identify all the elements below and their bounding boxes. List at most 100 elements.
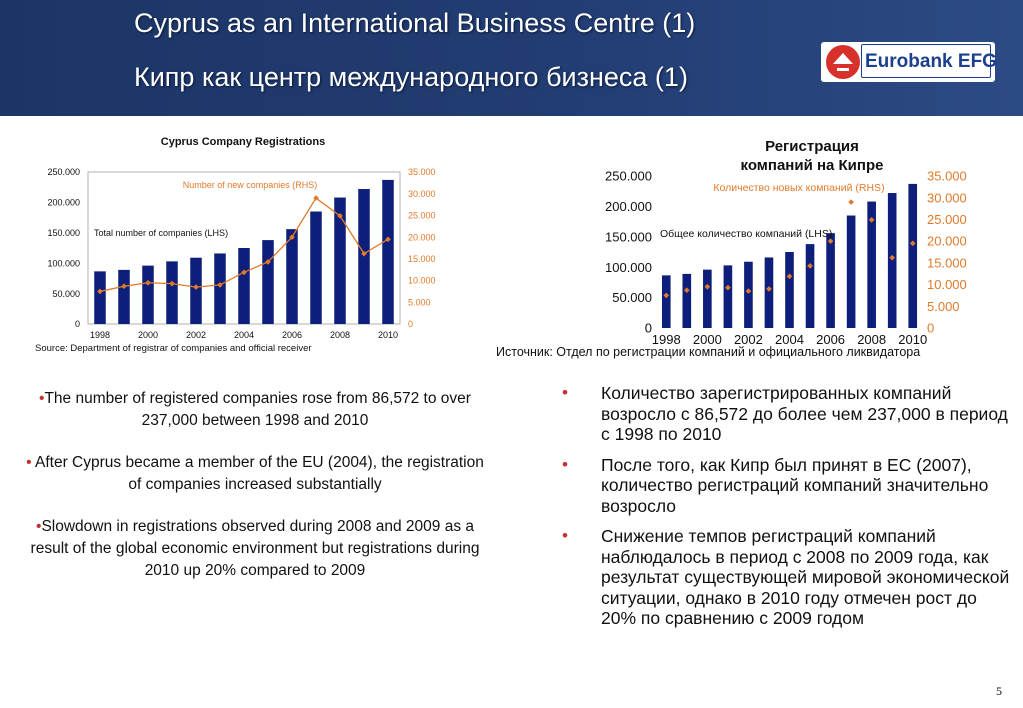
x-axis-tick-label: 2008 <box>330 330 350 340</box>
bar-total-companies <box>286 229 298 324</box>
left-axis-tick-label: 100.000 <box>47 258 80 268</box>
bullet-en-2: • After Cyprus became a member of the EU… <box>22 452 488 496</box>
left-axis-tick-label: 250.000 <box>47 167 80 177</box>
point-new-companies <box>848 199 854 205</box>
bar-total-companies <box>682 273 692 328</box>
right-axis-tick-label: 15.000 <box>408 254 436 264</box>
right-axis-tick-label: 10.000 <box>408 276 436 286</box>
bullet-en-3: •Slowdown in registrations observed duri… <box>22 516 488 582</box>
right-axis-tick-label: 5.000 <box>408 297 431 307</box>
x-axis-tick-label: 2002 <box>186 330 206 340</box>
left-axis-tick-label: 200.000 <box>605 199 652 214</box>
bullet-text: The number of registered companies rose … <box>44 390 471 429</box>
right-axis-tick-label: 20.000 <box>927 234 967 249</box>
right-axis-tick-label: 5.000 <box>927 299 960 314</box>
left-axis-tick-label: 100.000 <box>605 260 652 275</box>
x-axis-tick-label: 2000 <box>138 330 158 340</box>
x-axis-tick-label: 2004 <box>234 330 254 340</box>
x-axis-tick-label: 1998 <box>90 330 110 340</box>
point-new-companies <box>193 284 199 290</box>
chart-source-english: Source: Department of registrar of compa… <box>35 343 312 354</box>
right-axis-tick-label: 0 <box>927 321 934 336</box>
bar-total-companies <box>166 261 178 324</box>
point-new-companies <box>169 280 175 287</box>
right-axis-tick-label: 35.000 <box>927 169 967 184</box>
series-label-total-companies: Total number of companies (LHS) <box>94 228 228 238</box>
bullet-ru-3: • Снижение темпов регистраций компаний на… <box>562 526 1012 629</box>
title-russian: Кипр как центр международного бизнеса (1… <box>134 62 688 92</box>
title-english: Cyprus as an International Business Cent… <box>134 8 696 38</box>
bar-total-companies <box>826 233 835 328</box>
bullet-ru-2: • После того, как Кипр был принят в ЕС (… <box>562 455 1012 517</box>
bullet-text: Slowdown in registrations observed durin… <box>30 518 480 579</box>
right-axis-tick-label: 20.000 <box>408 232 436 242</box>
bar-total-companies <box>262 240 274 324</box>
left-axis-tick-label: 50.000 <box>612 290 652 305</box>
point-new-companies <box>265 259 271 265</box>
point-new-companies <box>385 236 391 243</box>
right-axis-tick-label: 25.000 <box>927 212 967 227</box>
series-label-new-companies: Количество новых компаний (RHS) <box>713 182 884 194</box>
chart-title: Cyprus Company Registrations <box>161 136 325 148</box>
bar-total-companies <box>805 244 815 328</box>
point-new-companies <box>807 263 813 269</box>
page-number: 5 <box>996 684 1002 698</box>
bullet-ru-1: • Количество зарегистрированных компаний … <box>562 383 1012 445</box>
bullets-english: •The number of registered companies rose… <box>22 388 488 602</box>
bar-total-companies <box>142 265 154 324</box>
bar-total-companies <box>190 257 202 324</box>
point-new-companies <box>683 287 690 294</box>
chart-russian-svg: Регистрация компаний на Кипре 0 50.000 100.0… <box>605 138 967 347</box>
left-axis-tick-label: 50.000 <box>52 289 80 299</box>
series-label-new-companies: Number of new companies (RHS) <box>183 180 318 190</box>
bar-total-companies <box>310 211 322 324</box>
right-axis-tick-label: 35.000 <box>408 167 436 177</box>
bar-total-companies <box>908 183 918 328</box>
chart-english-svg: Cyprus Company Registrations 0 50.000 100.0… <box>47 136 436 340</box>
bar-total-companies <box>723 265 733 328</box>
point-new-companies <box>337 213 343 219</box>
point-new-companies <box>745 288 752 294</box>
bullet-marker: • <box>562 383 568 402</box>
left-axis-tick-label: 250.000 <box>605 169 652 184</box>
logo-frame <box>861 44 991 78</box>
bullet-text: Количество зарегистрированных компаний в… <box>601 383 1008 444</box>
bar-total-companies <box>94 271 106 324</box>
chart-source-russian: Источник: Отдел по регистрации компаний … <box>496 345 921 359</box>
point-new-companies <box>97 288 103 295</box>
point-new-companies <box>889 254 896 261</box>
point-new-companies <box>786 273 793 280</box>
point-new-companies <box>217 282 223 288</box>
bullet-text: Снижение темпов регистраций компаний наб… <box>601 526 1010 628</box>
bullet-marker: • <box>26 454 32 471</box>
bar-total-companies <box>238 248 250 324</box>
bullet-marker: • <box>36 518 42 535</box>
chart-title: Регистрация <box>765 138 859 155</box>
right-axis-tick-label: 0 <box>408 319 413 329</box>
bullet-marker: • <box>562 526 568 545</box>
bullet-en-1: •The number of registered companies rose… <box>22 388 488 432</box>
x-axis-tick-label: 2006 <box>282 330 302 340</box>
point-new-companies <box>725 284 731 291</box>
bar-total-companies <box>334 197 346 324</box>
bar-total-companies <box>887 193 897 328</box>
bar-total-companies <box>744 261 753 328</box>
bullet-text: После того, как Кипр был принят в ЕС (20… <box>601 454 989 516</box>
chart-title-line-2: компаний на Кипре <box>741 157 884 174</box>
x-axis-tick-label: 2000 <box>693 332 722 347</box>
bullet-marker: • <box>39 390 45 407</box>
right-axis-tick-label: 10.000 <box>927 277 967 292</box>
bar-total-companies <box>382 179 394 324</box>
right-axis-tick-label: 25.000 <box>408 211 436 221</box>
bar-total-companies <box>661 275 671 328</box>
header-banner: Cyprus as an International Business Cent… <box>0 0 1023 116</box>
bar-total-companies <box>703 269 712 328</box>
x-axis-tick-label: 1998 <box>652 332 681 347</box>
bar-total-companies <box>846 215 856 328</box>
left-axis-tick-label: 0 <box>75 319 80 329</box>
x-axis-tick-label: 2010 <box>378 330 398 340</box>
logo-wordmark: Eurobank EFG <box>865 51 997 72</box>
x-axis-tick-label: 2002 <box>734 332 763 347</box>
bar-total-companies <box>118 269 130 324</box>
bar-total-companies <box>867 201 876 328</box>
